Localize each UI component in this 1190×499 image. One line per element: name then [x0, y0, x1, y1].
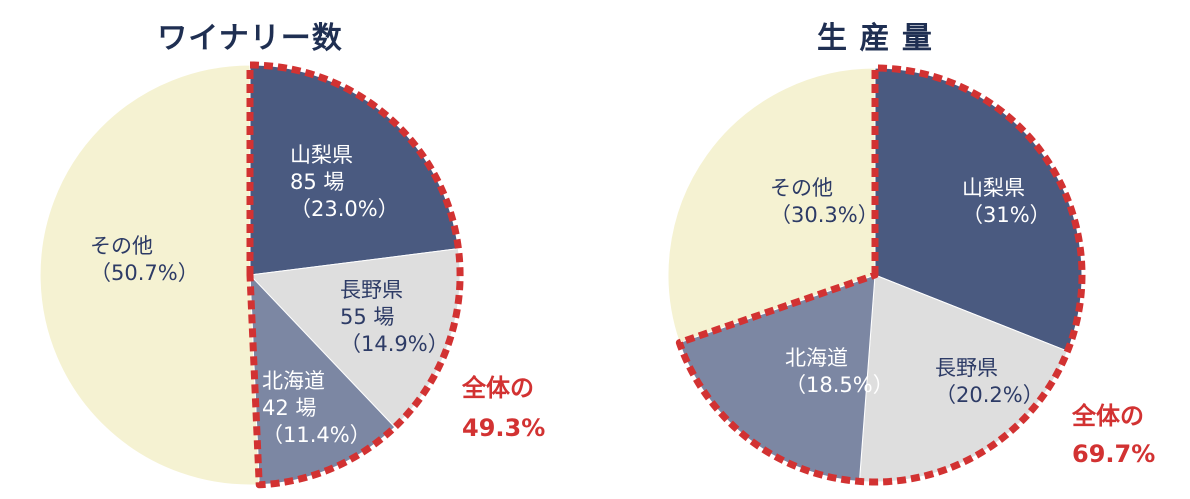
slice-label-3: その他（50.7%）: [90, 234, 199, 285]
slice-label-3: その他（30.3%）: [770, 176, 879, 227]
pie-slice-3: [667, 67, 876, 344]
highlight-text-wineries-line2: 49.3%: [462, 414, 545, 442]
highlight-outline: [675, 64, 1086, 486]
highlight-text-wineries-line1: 全体の: [461, 374, 534, 402]
slice-label-2: 北海道 42 場（11.4%）: [262, 369, 371, 447]
pie-production: 山梨県（31%） 長野県（20.2%） 北海道（18.5%） その他（30.3%）: [667, 64, 1086, 486]
slice-label-0: 山梨県 85 場（23.0%）: [290, 143, 399, 221]
pie-slice-3: [39, 64, 260, 486]
slice-label-1: 長野県（20.2%）: [935, 356, 1044, 407]
slice-label-2: 北海道（18.5%）: [785, 346, 894, 397]
highlight-text-production-line1: 全体の: [1071, 402, 1144, 430]
highlight-outline: [246, 61, 464, 489]
pie-wineries: 山梨県 85 場（23.0%） 長野県 55 場（14.9%） 北海道 42 場（11.4…: [39, 61, 464, 489]
chart-title-production: 生 産 量: [817, 21, 933, 56]
slice-label-0: 山梨県（31%）: [962, 176, 1051, 227]
highlight-text-production-line2: 69.7%: [1072, 440, 1155, 468]
chart-title-wineries: ワイナリー数: [157, 21, 342, 56]
pie-slice-0: [249, 64, 459, 276]
slice-label-1: 長野県 55 場（14.9%）: [340, 278, 449, 356]
